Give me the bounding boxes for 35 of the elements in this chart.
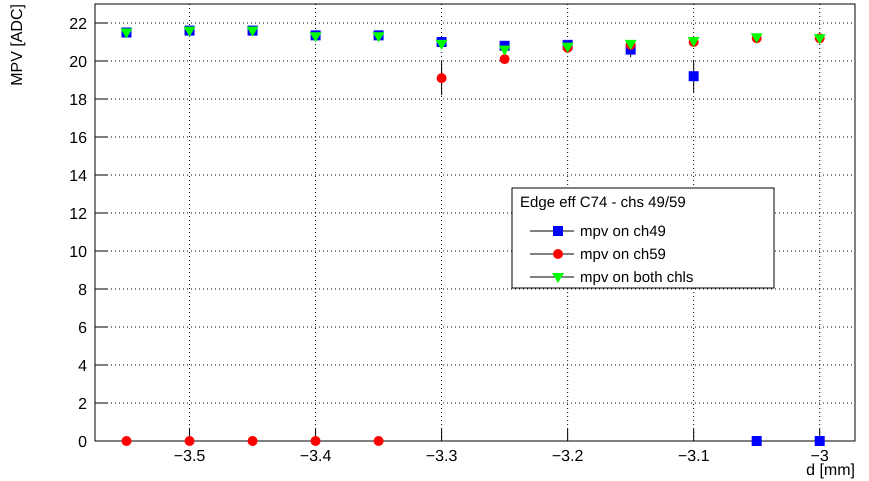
point [122,436,132,446]
y-tick-label: 16 [69,130,88,147]
point [436,73,447,84]
y-tick-label: 0 [78,434,88,451]
point [248,436,258,446]
y-tick-label: 10 [69,244,88,261]
y-tick-label: 6 [78,320,88,337]
x-tick-label: −3.3 [426,448,458,465]
y-tick-label: 4 [78,358,88,375]
y-tick-label: 14 [69,168,88,185]
point [814,436,825,446]
point [436,40,448,50]
x-tick-label: −3.4 [300,448,332,465]
y-axis-title: MPV [ADC] [9,4,26,86]
y-tick-label: 8 [78,282,88,299]
point [752,436,762,446]
legend-label: mpv on ch59 [580,246,666,263]
point [374,436,384,446]
point [310,436,321,446]
x-tick-label: −3.5 [174,448,206,465]
point [500,54,510,64]
y-tick-label: 22 [69,16,88,33]
x-axis-title: d [mm] [806,462,855,479]
legend-label: mpv on ch49 [580,223,666,240]
legend-label: mpv on both chls [580,269,694,286]
point [184,436,195,446]
point [498,46,511,56]
x-tick-label: −3.1 [678,448,710,465]
y-tick-label: 20 [69,54,88,71]
y-tick-label: 18 [69,92,88,109]
y-tick-label: 2 [78,396,88,413]
legend-title: Edge eff C74 - chs 49/59 [520,194,686,211]
y-tick-label: 12 [69,206,88,223]
x-tick-label: −3.2 [552,448,584,465]
point [688,71,699,82]
